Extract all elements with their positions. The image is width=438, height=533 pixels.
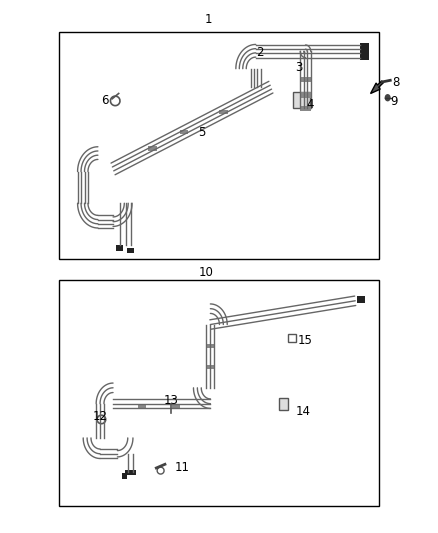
Bar [357, 295, 365, 303]
Bar [180, 130, 188, 134]
Text: 10: 10 [198, 266, 213, 279]
Bar [288, 334, 296, 342]
Bar [300, 77, 311, 82]
Bar [59, 280, 379, 506]
Text: 13: 13 [164, 394, 179, 408]
Text: 8: 8 [392, 76, 400, 90]
FancyArrow shape [371, 81, 383, 93]
Bar [116, 245, 123, 251]
Bar [173, 403, 180, 408]
Bar [207, 365, 214, 369]
Bar [127, 248, 134, 253]
Text: 9: 9 [390, 95, 398, 108]
Circle shape [385, 94, 391, 101]
Bar [207, 343, 214, 348]
FancyBboxPatch shape [279, 398, 288, 410]
Bar [125, 470, 136, 475]
Bar [148, 147, 157, 151]
Bar [59, 32, 379, 259]
Bar [122, 473, 127, 479]
Text: 2: 2 [256, 46, 264, 59]
Text: 1: 1 [205, 13, 212, 26]
Text: 11: 11 [175, 462, 190, 474]
Bar [300, 106, 311, 111]
Bar [360, 43, 369, 60]
FancyBboxPatch shape [293, 92, 310, 108]
Text: 5: 5 [198, 125, 205, 139]
Text: 6: 6 [101, 94, 108, 107]
Text: 15: 15 [298, 334, 313, 347]
Text: 3: 3 [295, 61, 303, 74]
Bar [219, 110, 228, 114]
Text: 14: 14 [296, 405, 311, 418]
Bar [138, 403, 146, 408]
Text: 12: 12 [92, 410, 108, 423]
Bar [300, 92, 311, 98]
Text: 4: 4 [306, 98, 314, 110]
